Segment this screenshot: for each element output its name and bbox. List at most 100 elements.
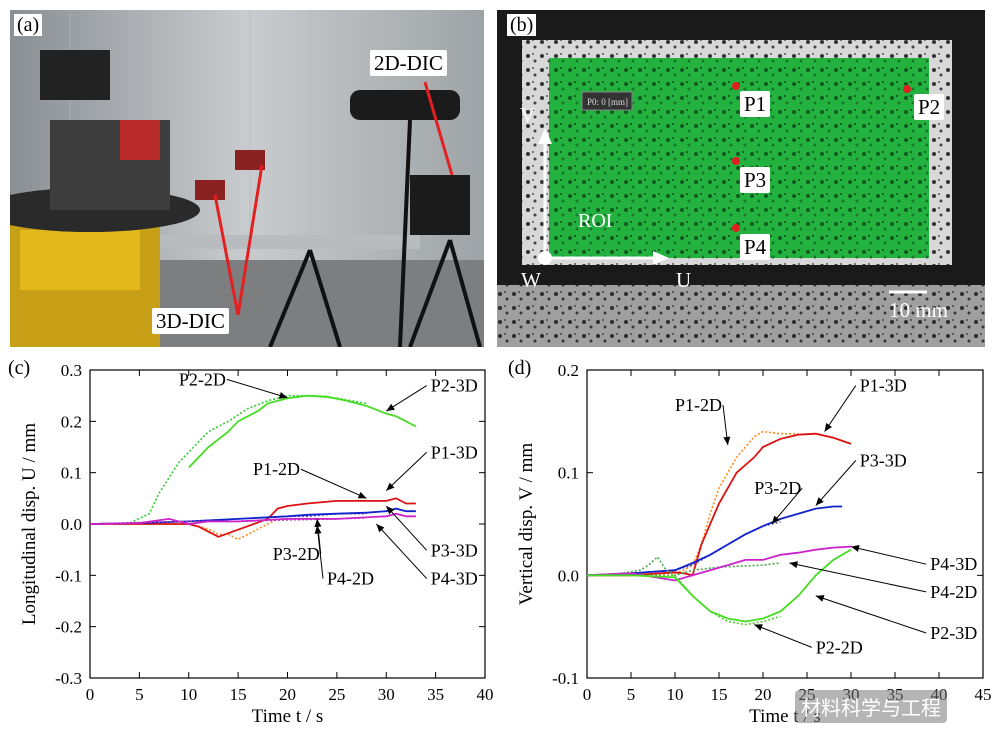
panel-a-label: (a)	[14, 14, 43, 36]
pointer-line-2d	[423, 81, 454, 176]
annotation-label: P2-2D	[179, 369, 226, 389]
watermark: 材料科学与工程	[795, 690, 947, 723]
y-tick-label: -0.3	[55, 669, 82, 688]
annotation-arrowhead-icon	[723, 436, 731, 445]
photo-b-drawing: P0: 0 [mm]	[497, 10, 985, 347]
tag-3d-dic: 3D-DIC	[152, 308, 229, 334]
annotation-label: P2-3D	[930, 623, 977, 643]
label-p3: P3	[740, 167, 771, 193]
x-axis-label: Time t / s	[252, 706, 324, 727]
x-tick-label: 20	[279, 685, 296, 704]
overlay-readout: P0: 0 [mm]	[587, 97, 628, 107]
panel-label: (c)	[8, 357, 30, 379]
annotation-arrow	[226, 378, 288, 399]
x-tick-label: 40	[477, 685, 494, 704]
annotation-arrowhead-icon	[357, 491, 367, 499]
y-tick-label: 0.1	[61, 464, 82, 483]
point-p3-marker	[732, 157, 740, 165]
annotation-label: P4-3D	[930, 554, 977, 574]
annotation-arrow	[385, 505, 428, 551]
annotation-label: P3-3D	[860, 451, 907, 471]
annotation-arrow	[815, 595, 927, 634]
x-tick-label: 0	[86, 685, 95, 704]
x-tick-label: 15	[711, 685, 728, 704]
annotation-arrowhead-icon	[278, 392, 288, 399]
annotation-arrowhead-icon	[754, 624, 763, 631]
x-tick-label: 30	[378, 685, 395, 704]
label-axis-u: U	[676, 268, 692, 292]
annotation-arrow	[789, 562, 927, 593]
pointer-line-3d-left	[213, 194, 240, 316]
point-p2-marker	[903, 85, 911, 93]
y-axis-label: Longitudinal disp. U / mm	[19, 423, 40, 625]
label-p1: P1	[740, 91, 771, 117]
panel-b-label: (b)	[507, 14, 537, 36]
x-tick-label: 0	[583, 685, 592, 704]
x-tick-label: 25	[328, 685, 345, 704]
annotation-arrowhead-icon	[376, 524, 385, 533]
series-line-p2-3d	[188, 394, 417, 469]
annotation-arrowhead-icon	[824, 423, 832, 432]
label-p4: P4	[740, 234, 771, 260]
label-axis-w: W	[521, 268, 541, 292]
label-p2: P2	[914, 94, 945, 120]
x-tick-label: 5	[135, 685, 144, 704]
plot-frame	[586, 369, 984, 679]
annotation-arrowhead-icon	[815, 497, 824, 506]
origin-w-marker	[538, 251, 552, 265]
series-line-p2-2d	[587, 574, 781, 626]
x-tick-label: 10	[667, 685, 684, 704]
annotation-arrowhead-icon	[789, 561, 798, 569]
y-tick-label: 0.0	[558, 566, 579, 585]
annotation-arrowhead-icon	[771, 515, 780, 524]
annotation-arrow	[815, 460, 857, 506]
series-line-p1-2d	[586, 430, 799, 577]
tag-2d-dic: 2D-DIC	[370, 50, 447, 76]
annotation-label: P1-3D	[431, 442, 478, 462]
annotation-arrow	[316, 525, 324, 579]
y-tick-label: 0.2	[558, 361, 579, 380]
series-line-p2-2d	[89, 394, 367, 525]
y-tick-label: 0.1	[558, 464, 579, 483]
photo-specimen-roi: P0: 0 [mm]	[497, 10, 985, 347]
y-tick-label: 0.0	[61, 515, 82, 534]
series-line-p3-3d	[586, 505, 843, 577]
chart-longitudinal-displacement: 0 5 10 15 20 25 30 35 40 -0.3 -0.2 -0.1 0.0 0.1 0.2 0.3…	[8, 357, 494, 727]
x-tick-label: 20	[755, 685, 772, 704]
series-line-p4-3d	[89, 512, 416, 525]
annotation-label: P4-2D	[930, 582, 977, 602]
annotation-label: P3-3D	[431, 540, 478, 560]
annotation-label: P4-3D	[431, 569, 478, 589]
arrow-v-icon	[538, 128, 552, 144]
annotation-arrowhead-icon	[386, 482, 395, 491]
annotation-arrowhead-icon	[314, 525, 322, 534]
roi-region	[549, 58, 929, 258]
annotation-arrow	[850, 546, 927, 565]
x-tick-label: 10	[180, 685, 197, 704]
annotation-arrow	[376, 523, 428, 579]
annotation-arrowhead-icon	[386, 403, 395, 412]
annotation-arrow	[754, 624, 812, 648]
annotation-arrowhead-icon	[314, 518, 322, 528]
annotation-label: P2-2D	[816, 637, 863, 657]
arrow-u-icon	[653, 251, 669, 265]
annotation-label: P1-2D	[675, 395, 722, 415]
y-tick-label: 0.2	[61, 412, 82, 431]
series-line-p2-3d	[587, 548, 852, 623]
y-tick-label: -0.2	[55, 618, 82, 637]
annotation-label: P1-2D	[253, 459, 300, 479]
annotation-arrow	[300, 468, 367, 499]
x-tick-label: 15	[230, 685, 247, 704]
annotation-label: P2-3D	[431, 376, 478, 396]
point-p4-marker	[732, 224, 740, 232]
series-line-p1-2d	[90, 518, 278, 541]
annotation-label: P4-2D	[327, 569, 374, 589]
x-tick-label: 35	[427, 685, 444, 704]
series-line-p4-2d	[586, 555, 781, 577]
series-line-p1-3d	[90, 497, 416, 538]
annotation-arrowhead-icon	[815, 595, 825, 602]
x-tick-label: 5	[627, 685, 636, 704]
point-p1-marker	[732, 82, 740, 90]
y-tick-label: 0.3	[61, 361, 82, 380]
pointer-line-3d-right	[236, 164, 264, 316]
